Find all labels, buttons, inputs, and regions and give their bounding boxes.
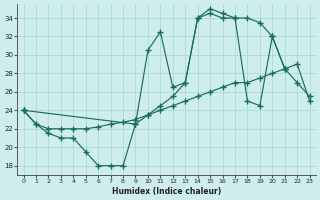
X-axis label: Humidex (Indice chaleur): Humidex (Indice chaleur) [112,187,221,196]
